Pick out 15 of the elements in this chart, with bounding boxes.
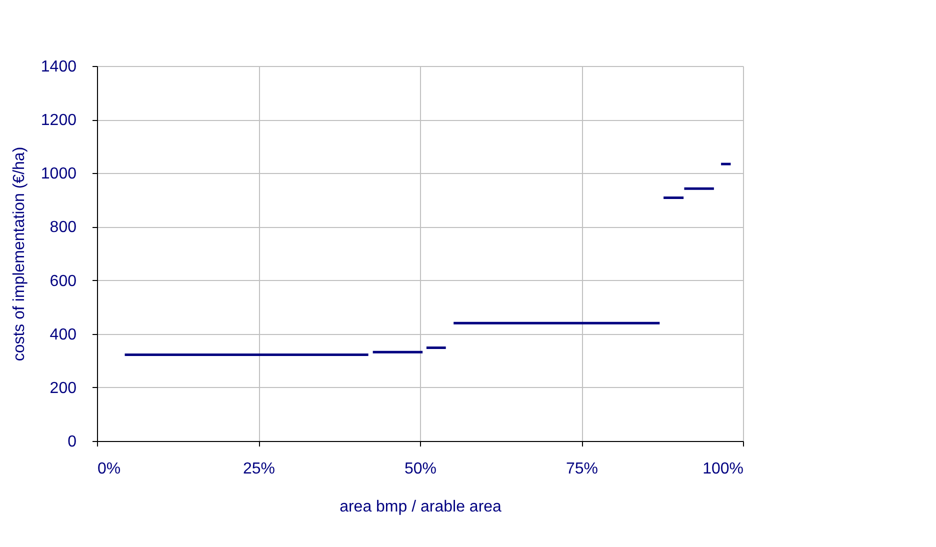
y-tick-label: 1200	[40, 112, 77, 130]
x-tick-label: 50%	[404, 460, 437, 478]
x-tick-label: 25%	[242, 460, 276, 478]
x-axis-title: area bmp / arable area	[340, 498, 502, 516]
x-tick-label: 75%	[566, 460, 598, 478]
y-tick-label: 1400	[40, 58, 77, 76]
y-tick-label: 400	[50, 326, 77, 344]
x-tick-label: 100%	[702, 460, 744, 478]
y-tick-label: 800	[50, 219, 77, 236]
y-axis-title: costs of implementation (€/ha)	[10, 146, 28, 362]
y-tick-label: 600	[50, 272, 77, 290]
y-tick-label: 0	[68, 434, 77, 450]
y-tick-label: 1000	[40, 166, 77, 183]
y-tick-label: 200	[50, 380, 77, 397]
x-tick-label: 0%	[98, 460, 121, 478]
